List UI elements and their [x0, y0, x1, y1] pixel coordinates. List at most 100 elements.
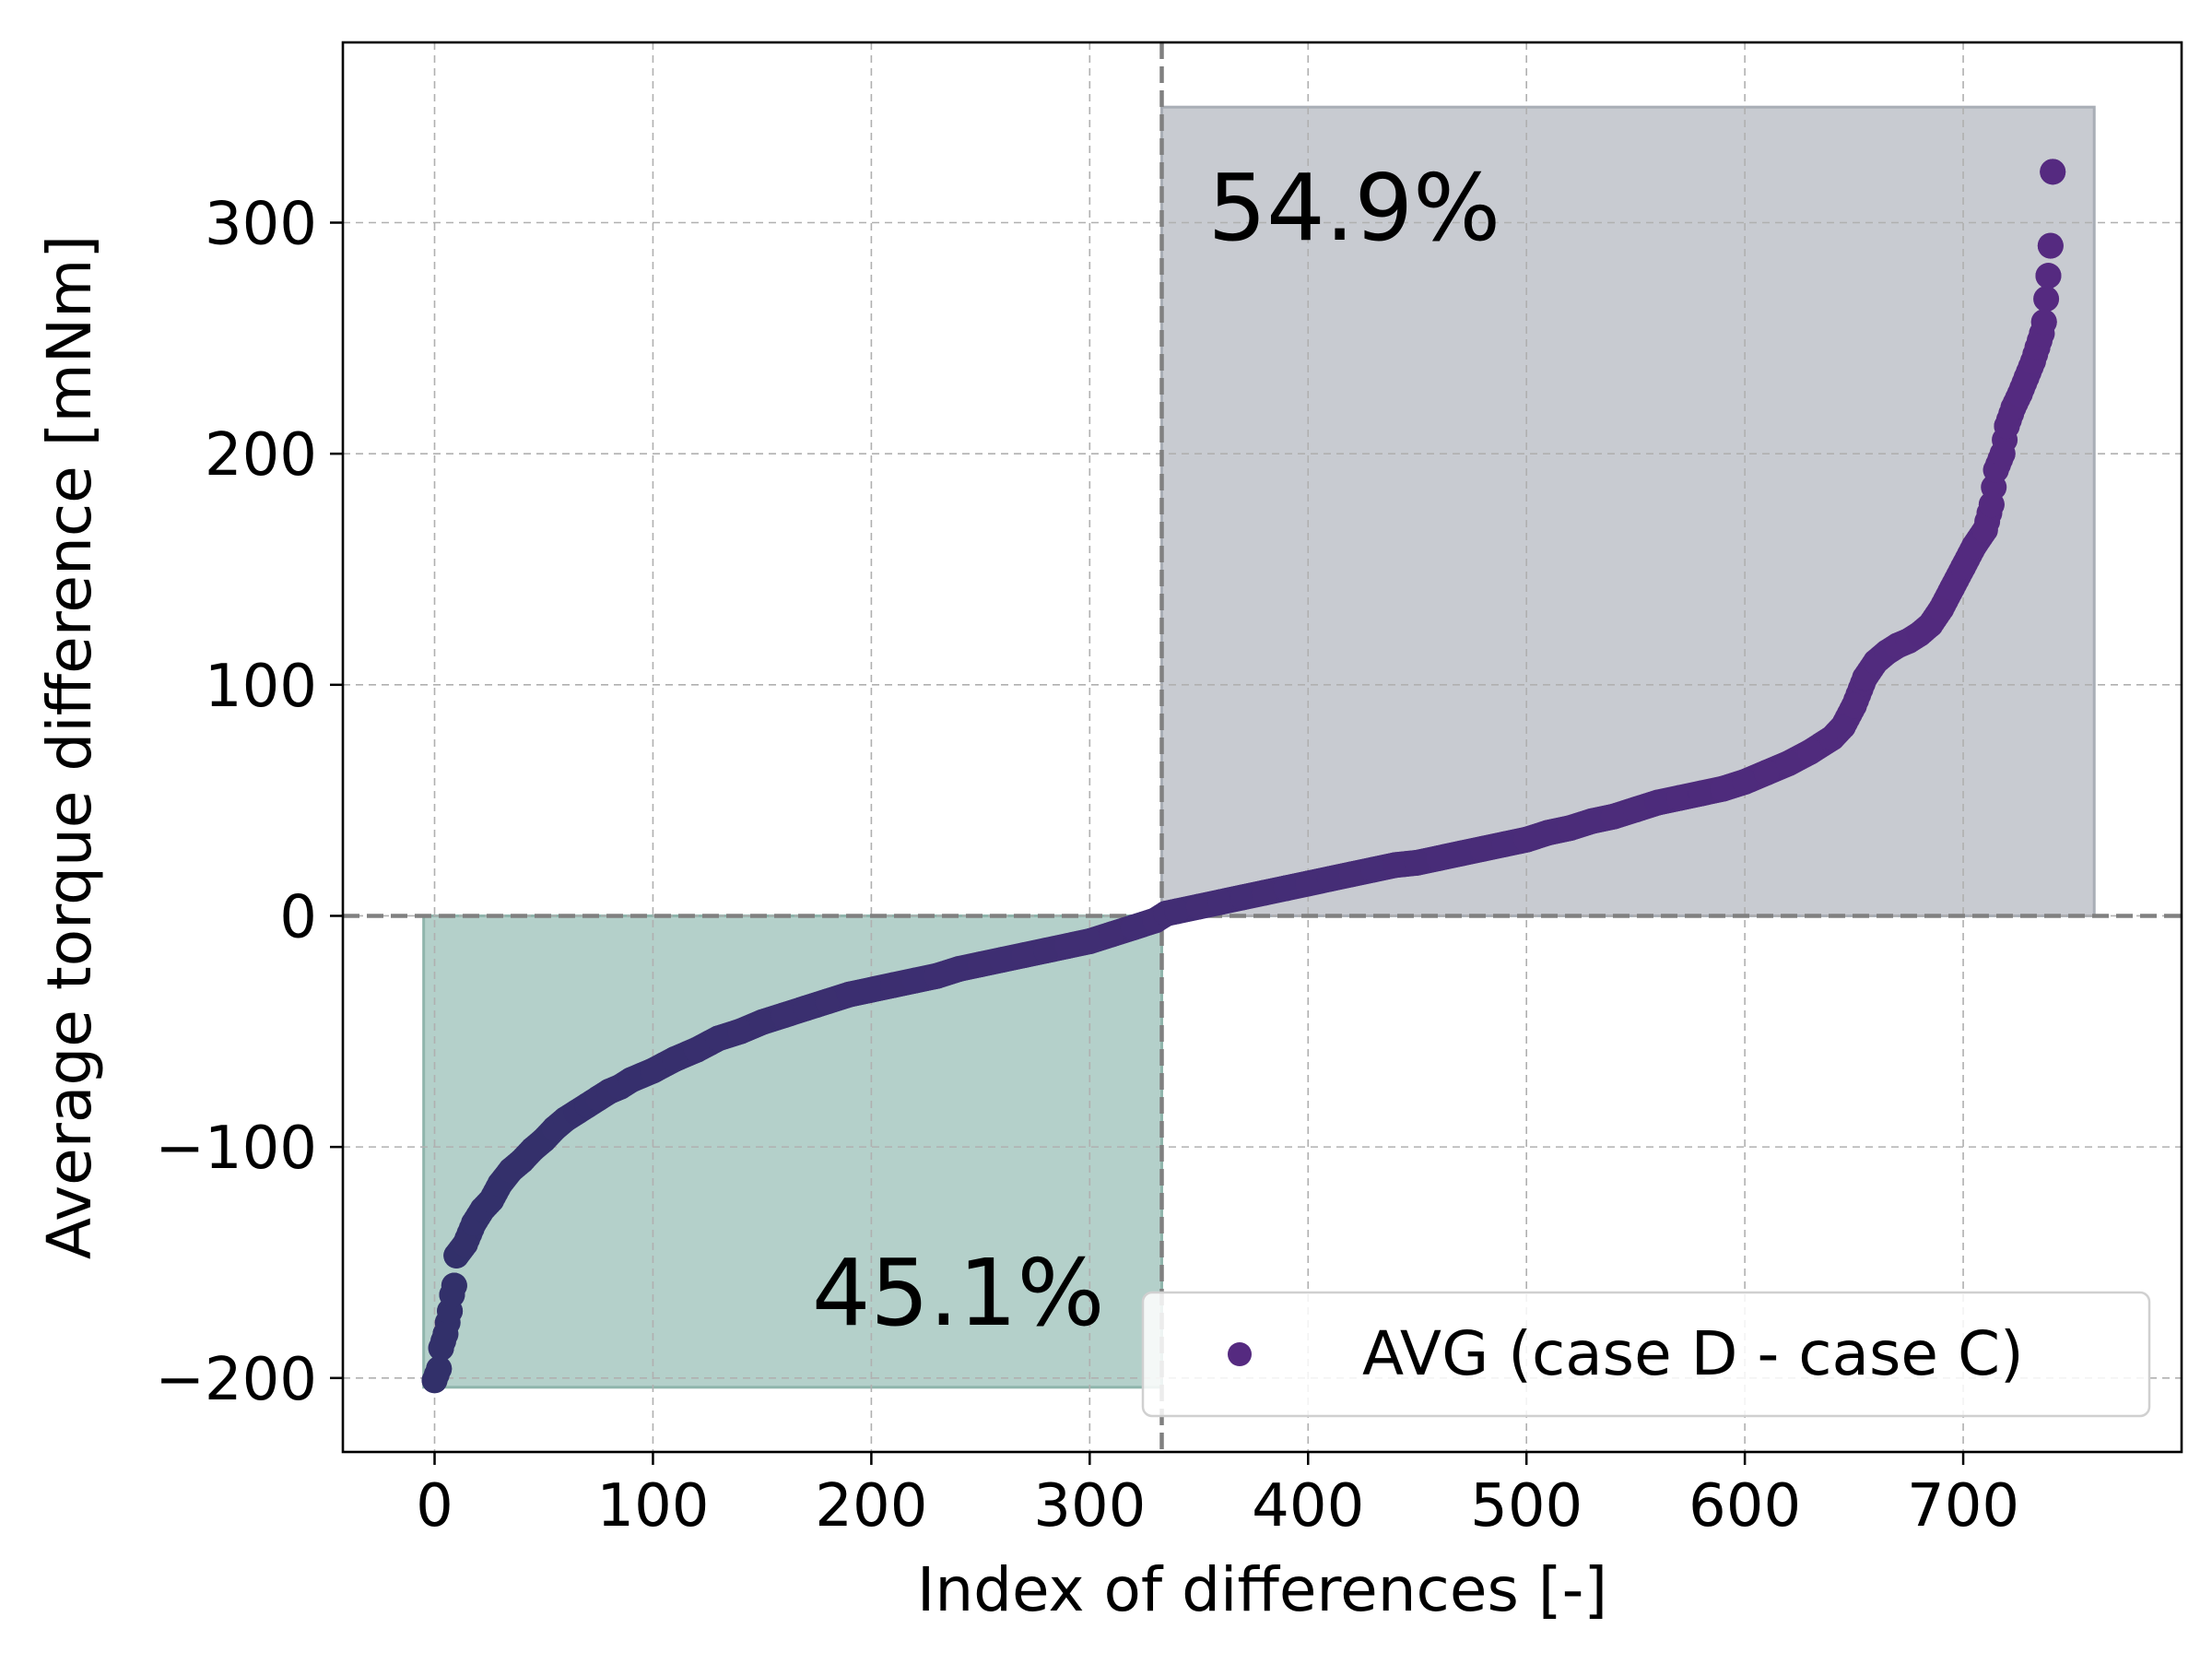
- data-point: [432, 1321, 459, 1348]
- data-point: [1338, 861, 1365, 888]
- data-point: [1251, 879, 1277, 906]
- data-point: [2040, 159, 2066, 185]
- y-tick-label: 100: [205, 653, 317, 721]
- data-point: [1273, 875, 1300, 902]
- x-tick-label: 300: [1033, 1472, 1146, 1540]
- data-point: [1989, 441, 2016, 467]
- data-point: [1797, 738, 1824, 765]
- data-point: [1120, 915, 1147, 941]
- data-point: [1032, 938, 1059, 964]
- data-point: [2033, 286, 2060, 313]
- axis-ticks: 0 100 200 300 400 500 600 700 −200 −100 0 100 200 300: [155, 191, 2019, 1540]
- data-point: [441, 1272, 467, 1299]
- region-percentage-label-1: 45.1%: [812, 1239, 1105, 1347]
- data-point: [2030, 309, 2057, 336]
- data-point: [1688, 780, 1714, 807]
- x-tick-label: 700: [1907, 1472, 2019, 1540]
- y-tick-label: −200: [155, 1346, 317, 1414]
- region-labels: 45.1% 54.9%: [812, 154, 1500, 1347]
- legend-label: AVG (case D - case C): [1362, 1318, 2024, 1389]
- data-point: [880, 972, 907, 998]
- x-tick-label: 0: [416, 1472, 453, 1540]
- data-point: [1950, 553, 1977, 580]
- data-point: [793, 995, 819, 1021]
- plot-frame: [341, 41, 2183, 1454]
- y-tick-label: 0: [279, 883, 317, 951]
- data-point: [1404, 849, 1430, 876]
- data-point: [1710, 775, 1736, 802]
- data-point: [1622, 797, 1649, 823]
- data-point: [1579, 808, 1606, 834]
- data-point: [1426, 844, 1453, 871]
- data-point: [1230, 884, 1256, 911]
- shaded-region-2: [1160, 105, 2096, 917]
- x-axis-label: Index of differences [-]: [917, 1554, 1607, 1625]
- data-point: [1099, 921, 1125, 948]
- data-point: [683, 1036, 710, 1063]
- data-point: [814, 988, 841, 1015]
- data-point: [1928, 596, 1955, 622]
- y-axis-label: Average torque difference [mNm]: [34, 235, 105, 1259]
- data-point: [1732, 769, 1759, 796]
- data-point: [1644, 789, 1671, 816]
- reference-lines: [343, 42, 2182, 1452]
- data-point: [1513, 826, 1540, 853]
- data-point: [640, 1057, 666, 1084]
- data-point: [1978, 491, 2005, 518]
- data-point: [771, 1002, 797, 1029]
- x-tick-label: 500: [1470, 1472, 1583, 1540]
- data-point: [452, 1231, 478, 1257]
- data-points: [421, 159, 2066, 1394]
- data-point: [705, 1025, 732, 1052]
- data-point: [1360, 856, 1387, 883]
- data-point: [1830, 713, 1856, 739]
- data-point: [946, 956, 972, 983]
- y-tick-label: −100: [155, 1115, 317, 1183]
- data-point: [727, 1018, 754, 1044]
- data-point: [1316, 866, 1343, 892]
- data-point: [901, 967, 928, 994]
- data-point: [2035, 263, 2062, 289]
- shaded-regions: [422, 105, 2096, 1389]
- region-percentage-label-2: 54.9%: [1208, 154, 1501, 262]
- data-point: [1011, 942, 1038, 969]
- data-point: [1600, 803, 1627, 830]
- data-point: [1557, 815, 1583, 842]
- x-tick-label: 600: [1688, 1472, 1801, 1540]
- data-point: [1054, 933, 1081, 960]
- y-tick-label: 300: [205, 191, 317, 259]
- data-point: [1469, 835, 1496, 862]
- data-point: [1164, 898, 1191, 925]
- data-point: [1491, 831, 1518, 857]
- data-point: [1666, 785, 1693, 811]
- data-point: [1939, 574, 1966, 601]
- data-point: [748, 1009, 775, 1035]
- data-point: [1295, 870, 1322, 897]
- y-tick-label: 200: [205, 421, 317, 490]
- data-point: [2037, 232, 2064, 259]
- data-point: [1535, 820, 1561, 846]
- data-point: [1448, 840, 1475, 867]
- data-point: [967, 951, 994, 978]
- data-point: [1775, 750, 1802, 777]
- data-point: [989, 947, 1016, 974]
- data-point: [1382, 852, 1409, 879]
- data-point: [662, 1045, 688, 1072]
- data-point: [426, 1355, 453, 1382]
- data-point: [1077, 928, 1103, 955]
- legend: AVG (case D - case C): [1141, 1291, 2151, 1418]
- data-point: [1207, 889, 1234, 915]
- x-tick-label: 400: [1252, 1472, 1364, 1540]
- data-point: [1841, 692, 1867, 719]
- data-point: [858, 976, 885, 1003]
- x-tick-label: 200: [815, 1472, 927, 1540]
- data-point: [1971, 516, 1998, 543]
- legend-marker: [1228, 1342, 1252, 1366]
- data-point: [924, 962, 950, 989]
- data-point: [1753, 760, 1780, 786]
- x-tick-label: 100: [596, 1472, 709, 1540]
- data-point: [1185, 893, 1212, 920]
- data-point: [836, 981, 863, 1008]
- legend-box: [1141, 1291, 2151, 1418]
